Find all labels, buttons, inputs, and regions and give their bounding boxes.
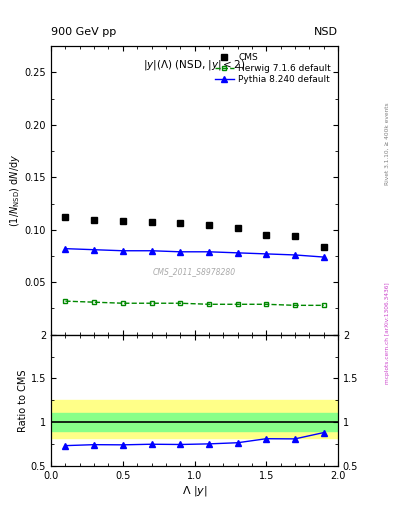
Pythia 8.240 default [92,247,97,253]
Text: 900 GeV pp: 900 GeV pp [51,27,116,37]
Line: Pythia 8.240 default: Pythia 8.240 default [62,246,327,260]
Text: mcplots.cern.ch [arXiv:1306.3436]: mcplots.cern.ch [arXiv:1306.3436] [385,282,389,383]
Herwig 7.1.6 default [63,298,68,304]
CMS [235,225,240,231]
Pythia 8.240 default [321,254,326,260]
CMS [321,244,326,250]
Y-axis label: Ratio to CMS: Ratio to CMS [18,369,28,432]
Legend: CMS, Herwig 7.1.6 default, Pythia 8.240 default: CMS, Herwig 7.1.6 default, Pythia 8.240 … [212,51,334,87]
CMS [63,214,68,220]
Line: Herwig 7.1.6 default: Herwig 7.1.6 default [63,299,326,307]
CMS [264,232,269,238]
Bar [51,413,338,431]
Pythia 8.240 default [292,252,298,258]
Line: CMS: CMS [62,215,327,249]
CMS [207,221,211,227]
Pythia 8.240 default [264,251,269,257]
CMS [92,217,97,223]
Text: CMS_2011_S8978280: CMS_2011_S8978280 [153,267,236,276]
Text: NSD: NSD [314,27,338,37]
Herwig 7.1.6 default [235,301,240,307]
Pythia 8.240 default [149,248,154,254]
Bar [51,400,338,438]
Y-axis label: $(1/N_\mathrm{NSD})\ \mathrm{d}N/\mathrm{d}y$: $(1/N_\mathrm{NSD})\ \mathrm{d}N/\mathrm… [8,154,22,227]
Text: $|y|(\Lambda)$ (NSD, $|y| < 2$): $|y|(\Lambda)$ (NSD, $|y| < 2$) [143,58,246,72]
Herwig 7.1.6 default [178,300,183,306]
Herwig 7.1.6 default [149,300,154,306]
Pythia 8.240 default [63,246,68,252]
Herwig 7.1.6 default [207,301,211,307]
Herwig 7.1.6 default [264,301,269,307]
Text: Rivet 3.1.10, ≥ 400k events: Rivet 3.1.10, ≥ 400k events [385,102,389,185]
Pythia 8.240 default [120,248,125,254]
CMS [292,233,298,239]
Herwig 7.1.6 default [92,299,97,305]
Herwig 7.1.6 default [292,302,298,308]
Pythia 8.240 default [178,249,183,255]
X-axis label: $\Lambda\ |y|$: $\Lambda\ |y|$ [182,483,208,498]
Herwig 7.1.6 default [120,300,125,306]
CMS [149,219,154,225]
Herwig 7.1.6 default [321,302,326,308]
CMS [178,220,183,226]
Pythia 8.240 default [207,249,211,255]
CMS [120,218,125,224]
Pythia 8.240 default [235,250,240,256]
